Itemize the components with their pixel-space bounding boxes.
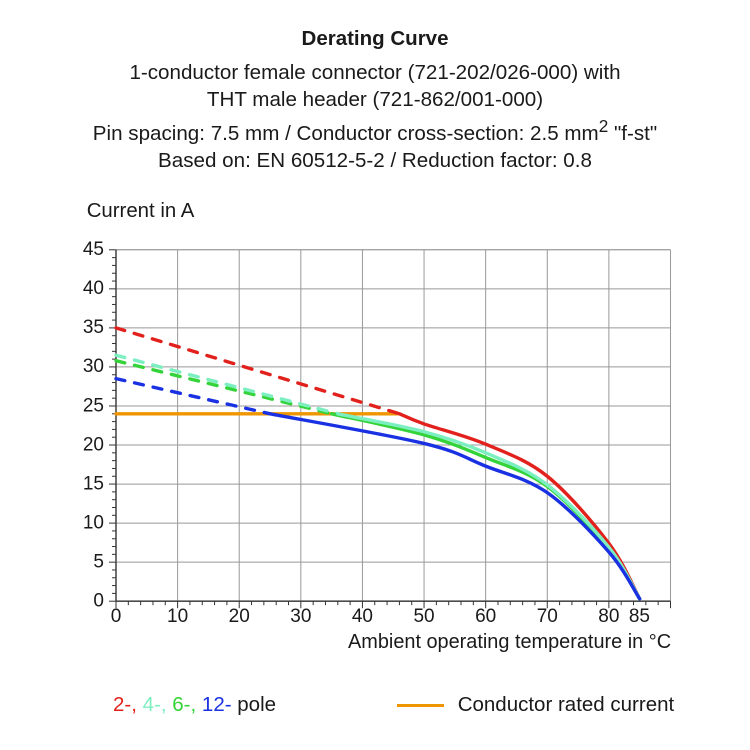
- svg-text:10: 10: [167, 606, 188, 627]
- svg-text:50: 50: [413, 606, 434, 627]
- svg-text:30: 30: [83, 356, 104, 377]
- svg-text:35: 35: [83, 317, 104, 338]
- svg-text:15: 15: [83, 473, 104, 494]
- svg-text:20: 20: [83, 434, 104, 455]
- svg-text:Ambient operating temperature: Ambient operating temperature in °C: [348, 631, 671, 653]
- svg-text:80: 80: [598, 606, 619, 627]
- svg-text:45: 45: [83, 239, 104, 260]
- svg-text:60: 60: [475, 606, 496, 627]
- svg-text:0: 0: [111, 606, 122, 627]
- svg-text:30: 30: [290, 606, 311, 627]
- svg-text:40: 40: [352, 606, 373, 627]
- svg-text:70: 70: [537, 606, 558, 627]
- svg-text:25: 25: [83, 395, 104, 416]
- svg-text:20: 20: [229, 606, 250, 627]
- svg-text:85: 85: [629, 606, 650, 627]
- svg-text:5: 5: [93, 552, 104, 573]
- svg-text:10: 10: [83, 512, 104, 533]
- svg-text:0: 0: [93, 591, 104, 612]
- svg-text:40: 40: [83, 278, 104, 299]
